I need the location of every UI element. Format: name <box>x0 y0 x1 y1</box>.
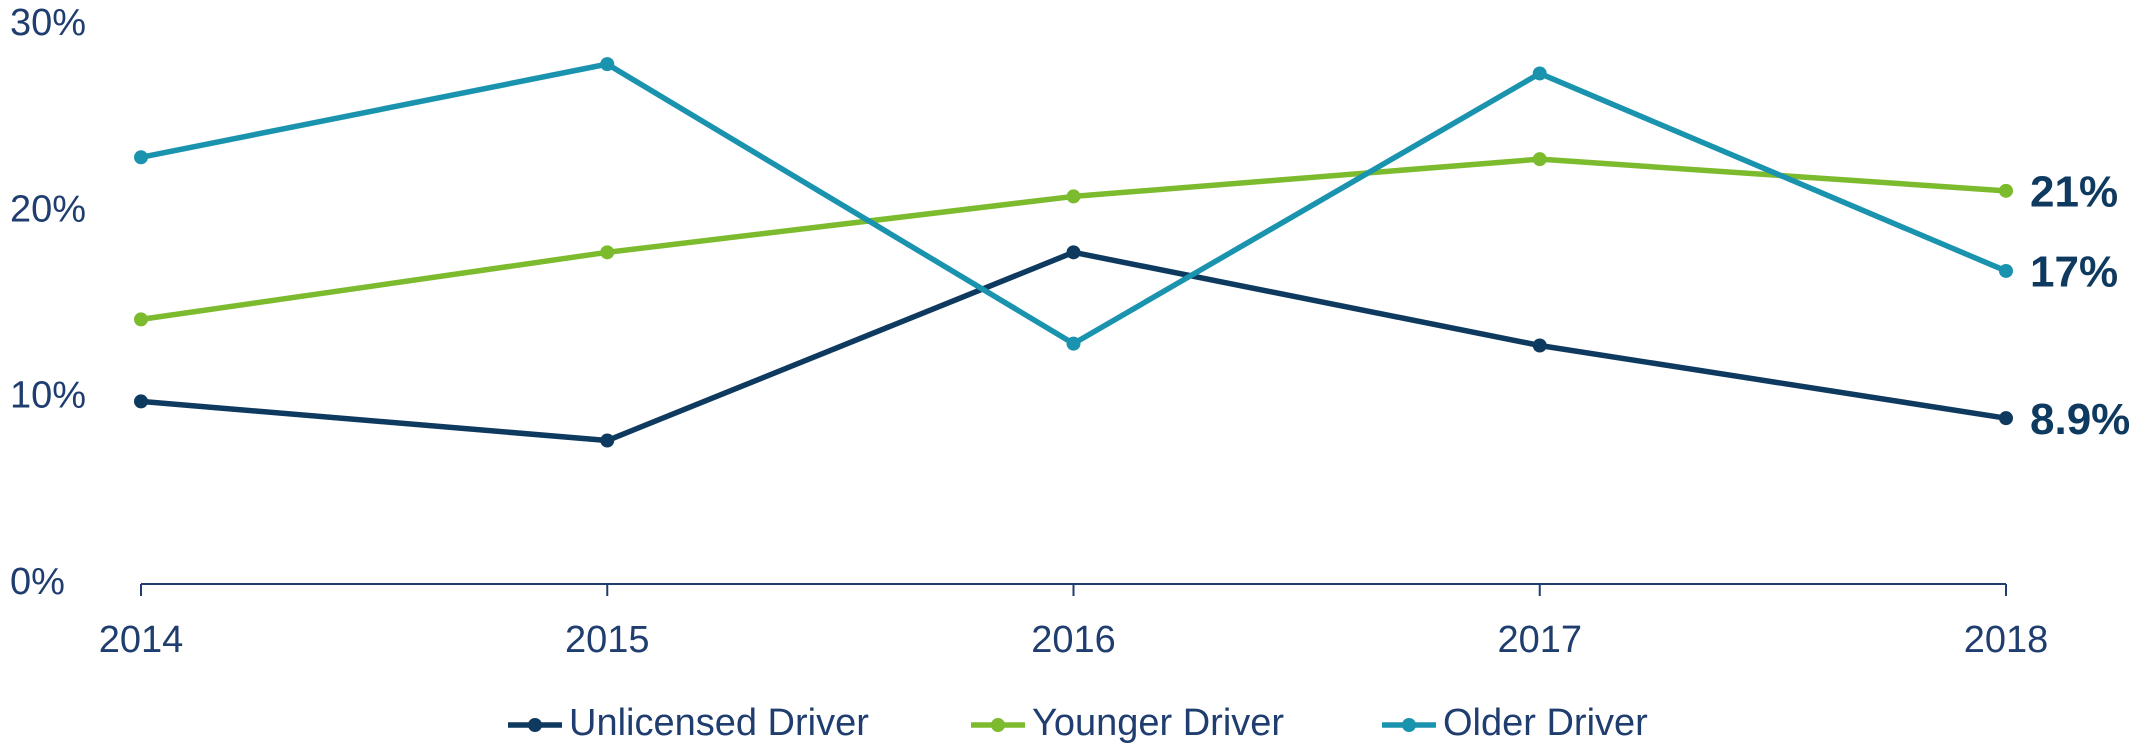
point <box>134 150 148 165</box>
x-tick-label: 2017 <box>1497 619 1582 661</box>
point <box>600 57 615 72</box>
point <box>1532 152 1547 167</box>
legend-label: Older Driver <box>1443 702 1648 744</box>
legend-item: Older Driver <box>1382 702 1648 744</box>
point <box>1532 66 1547 81</box>
legend-item: Unlicensed Driver <box>508 702 869 744</box>
data-label: 21% <box>2030 167 2118 216</box>
point <box>134 312 148 327</box>
point <box>1999 263 2013 278</box>
x-tick-label: 2018 <box>1964 619 2049 661</box>
legend-label: Unlicensed Driver <box>569 702 869 744</box>
legend-item: Younger Driver <box>971 702 1284 744</box>
point <box>600 433 615 448</box>
legend-marker <box>528 718 542 732</box>
legend-label: Younger Driver <box>1032 702 1284 744</box>
legend-marker <box>1402 718 1416 732</box>
point <box>1999 411 2013 426</box>
point <box>1066 336 1081 351</box>
point <box>134 394 148 409</box>
x-tick-label: 2015 <box>565 619 650 661</box>
legend-marker <box>991 718 1005 732</box>
y-tick-label: 20% <box>10 188 86 230</box>
data-label: 17% <box>2030 248 2118 297</box>
y-tick-label: 30% <box>10 2 86 44</box>
point <box>1066 189 1081 204</box>
y-tick-label: 0% <box>10 561 65 603</box>
x-tick-label: 2016 <box>1031 619 1116 661</box>
point <box>1999 183 2013 198</box>
x-tick-label: 2014 <box>99 619 184 661</box>
point <box>1532 338 1547 353</box>
data-label: 8.9% <box>2030 395 2130 444</box>
series-line <box>140 156 2007 323</box>
series-line <box>140 61 2008 347</box>
point <box>600 245 615 260</box>
y-tick-label: 10% <box>10 375 86 417</box>
point <box>1066 245 1081 260</box>
